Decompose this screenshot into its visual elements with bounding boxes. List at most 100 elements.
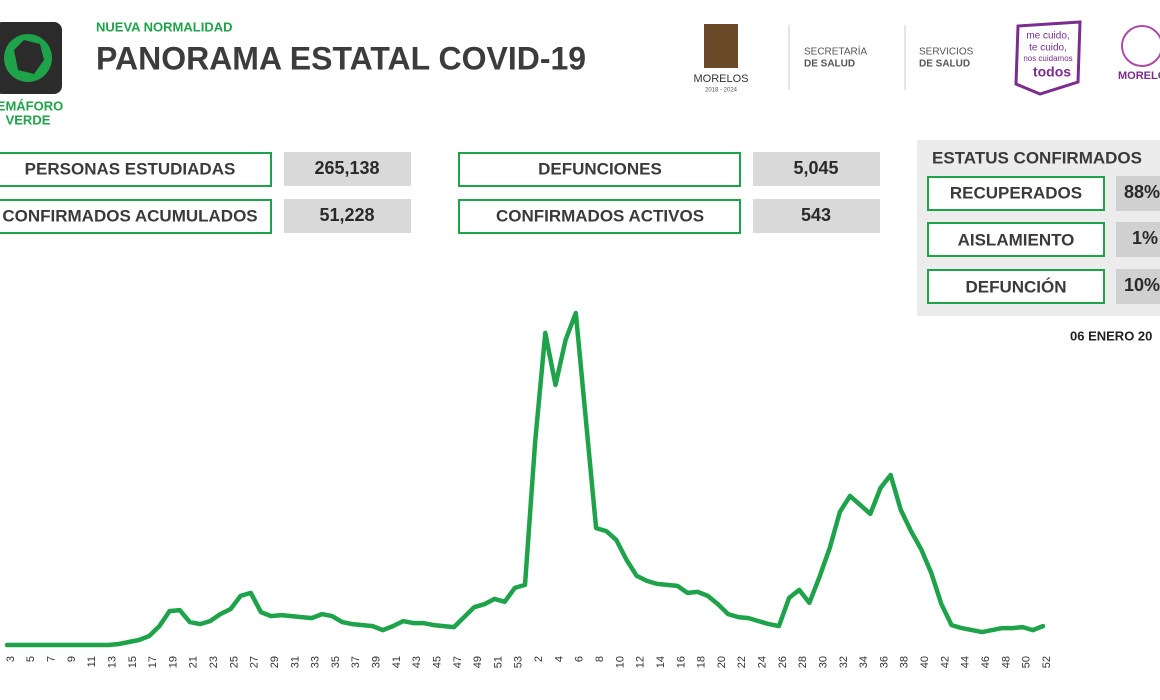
x-tick-label: 43 [411,656,423,668]
logo-morelos [704,24,738,68]
stat-value-box [284,152,411,186]
x-tick-label: 22 [736,656,748,668]
logo-text: todos [1033,64,1071,80]
x-tick-label: 2 [533,656,545,662]
x-tick-label: 6 [574,656,586,662]
x-tick-label: 36 [878,656,890,668]
status-value: 10% [1124,275,1160,295]
x-tick-label: 32 [838,656,850,668]
stat-label: DEFUNCIONES [538,159,662,178]
x-tick-label: 8 [594,656,606,662]
x-tick-label: 31 [289,656,301,668]
x-tick-label: 13 [106,656,118,668]
x-tick-label: 17 [147,656,159,668]
x-tick-label: 16 [675,656,687,668]
x-tick-label: 47 [452,656,464,668]
x-tick-label: 25 [228,656,240,668]
status-value-box [1116,269,1160,304]
x-tick-label: 39 [371,656,383,668]
stat-value: 5,045 [793,158,838,178]
x-tick-label: 24 [757,656,769,668]
x-tick-label: 51 [492,656,504,668]
x-tick-label: 48 [1000,656,1012,668]
x-tick-label: 19 [167,656,179,668]
stat-label: CONFIRMADOS ACTIVOS [496,206,704,225]
stat-value-box [753,199,880,233]
x-tick-label: 29 [269,656,281,668]
status-title: ESTATUS CONFIRMADOS [932,148,1142,167]
x-tick-label: 15 [127,656,139,668]
stat-value: 51,228 [319,205,374,225]
logo-morelos2 [1121,25,1160,67]
stat-value: 543 [801,205,831,225]
x-tick-label: 38 [899,656,911,668]
x-tick-label: 45 [431,656,443,668]
status-label: DEFUNCIÓN [965,277,1066,296]
x-tick-label: 50 [1021,656,1033,668]
logo-text: MORELOS [693,73,748,85]
x-tick-label: 14 [655,656,667,668]
kicker: NUEVA NORMALIDAD [96,19,233,34]
state-shape [14,40,44,74]
stat-label: CONFIRMADOS ACUMULADOS [2,206,257,225]
x-tick-label: 37 [350,656,362,668]
logo-campaign [1014,20,1082,96]
x-tick-label: 34 [858,656,870,668]
stat-label-box [0,199,272,234]
x-tick-label: 11 [86,656,98,667]
line-chart: 3 5 7 9 11 13 15 17 19 21 23 25 27 29 31 33 35 37 39 41 43 45… [4,310,1053,668]
logo-text: DE SALUD [919,59,970,70]
x-tick-label: 10 [614,656,626,668]
stat-value: 265,138 [314,158,379,178]
title: PANORAMA ESTATAL COVID-19 [96,40,586,76]
x-tick-label: 42 [939,656,951,668]
x-tick-label: 53 [513,656,525,668]
x-tick-label: 52 [1041,656,1053,668]
logo-text: 2018 - 2024 [705,88,738,94]
x-tick-label: 4 [553,656,565,662]
x-tick-label: 12 [635,656,647,668]
stat-label: PERSONAS ESTUDIADAS [25,159,236,178]
logo-text: me cuido, [1026,31,1069,42]
logo-text: te cuido, [1029,43,1067,54]
x-tick-label: 9 [66,656,78,662]
x-tick-label: 28 [797,656,809,668]
date: 06 ENERO 20 [1070,328,1152,343]
stat-value-box [753,152,880,186]
status-label: RECUPERADOS [950,183,1082,202]
x-tick-label: 23 [208,656,220,668]
status-value-box [1116,176,1160,211]
stat-label-box [458,199,741,234]
status-label-box [927,176,1105,211]
logo-text: DE SALUD [804,59,855,70]
stat-label-box [0,152,272,187]
logo-text: nos cuidamos [1023,54,1072,63]
x-tick-label: 40 [919,656,931,668]
logo-text: MORELO [1118,70,1160,82]
x-tick-label: 46 [980,656,992,668]
status-value: 88% [1124,182,1160,202]
x-tick-label: 27 [249,656,261,668]
status-value-box [1116,222,1160,257]
semaforo-text: VERDE [6,112,51,127]
stat-value-box [284,199,411,233]
x-tick-label: 49 [472,656,484,668]
status-value: 1% [1132,228,1158,248]
x-tick-label: 35 [330,656,342,668]
x-tick-label: 33 [310,656,322,668]
status-label-box [927,269,1105,304]
x-tick-label: 41 [391,656,403,668]
x-tick-label: 20 [716,656,728,668]
logo-text: SECRETARÍA [804,45,867,58]
x-tick-label: 5 [25,656,37,662]
semaforo-text: EMÁFORO [0,98,63,113]
x-tick-label: 30 [817,656,829,668]
x-tick-label: 18 [696,656,708,668]
stat-label-box [458,152,741,187]
line-series [4,310,1046,648]
x-tick-label: 7 [46,656,58,662]
status-label: AISLAMIENTO [958,230,1075,249]
x-tick-label: 21 [188,656,200,668]
x-tick-label: 44 [960,656,972,668]
